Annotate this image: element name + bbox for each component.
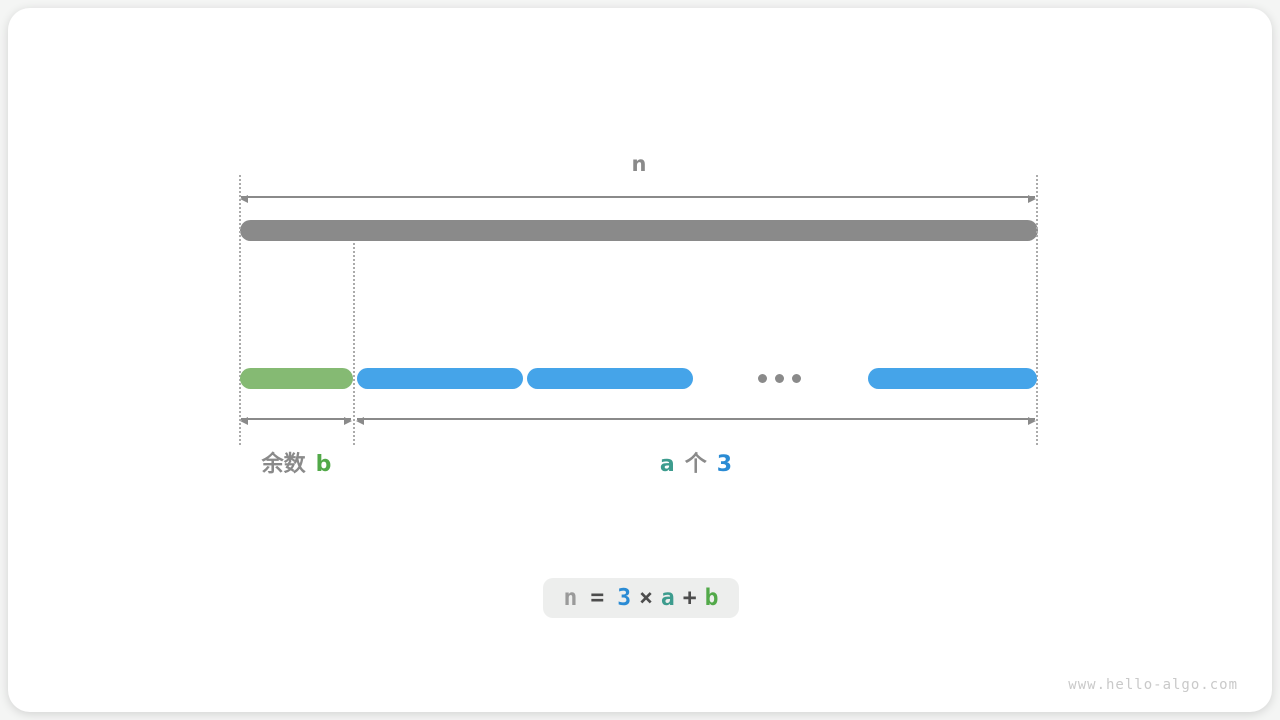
chunk-bar <box>868 368 1037 389</box>
chunks-span-arrow <box>356 417 1036 425</box>
chunk-bar <box>527 368 693 389</box>
formula-chip: n = 3 × a + b <box>543 578 739 618</box>
chunk-bar <box>357 368 523 389</box>
ellipsis-icon <box>758 374 801 383</box>
formula-token-a: a <box>660 585 675 611</box>
remainder-label-variable: b <box>315 452 332 477</box>
total-bar <box>240 220 1038 241</box>
dot-icon <box>775 374 784 383</box>
chunks-label: a 个 3 <box>356 446 1036 478</box>
formula-token-times: × <box>639 585 653 611</box>
guide-line-remainder-boundary <box>353 243 355 445</box>
remainder-label: 余数 b <box>240 446 353 478</box>
formula-token-n: n <box>563 585 578 611</box>
chunks-label-count: a <box>659 452 675 477</box>
site-watermark: www.hello-algo.com <box>1068 677 1238 693</box>
chunks-label-size: 3 <box>716 452 733 477</box>
dot-icon <box>758 374 767 383</box>
formula-token-plus: + <box>682 585 697 611</box>
formula-token-3: 3 <box>617 585 632 611</box>
guide-line-right <box>1036 175 1038 445</box>
formula-token-b: b <box>704 585 719 611</box>
formula-token-equals: = <box>590 585 605 611</box>
total-length-label: n <box>631 152 647 176</box>
chunks-label-classifier: 个 <box>684 452 707 477</box>
guide-line-left <box>239 175 241 445</box>
remainder-bar <box>240 368 353 389</box>
total-span-arrow <box>240 195 1036 203</box>
dot-icon <box>792 374 801 383</box>
remainder-label-prefix: 余数 <box>261 452 306 477</box>
remainder-span-arrow <box>240 417 352 425</box>
